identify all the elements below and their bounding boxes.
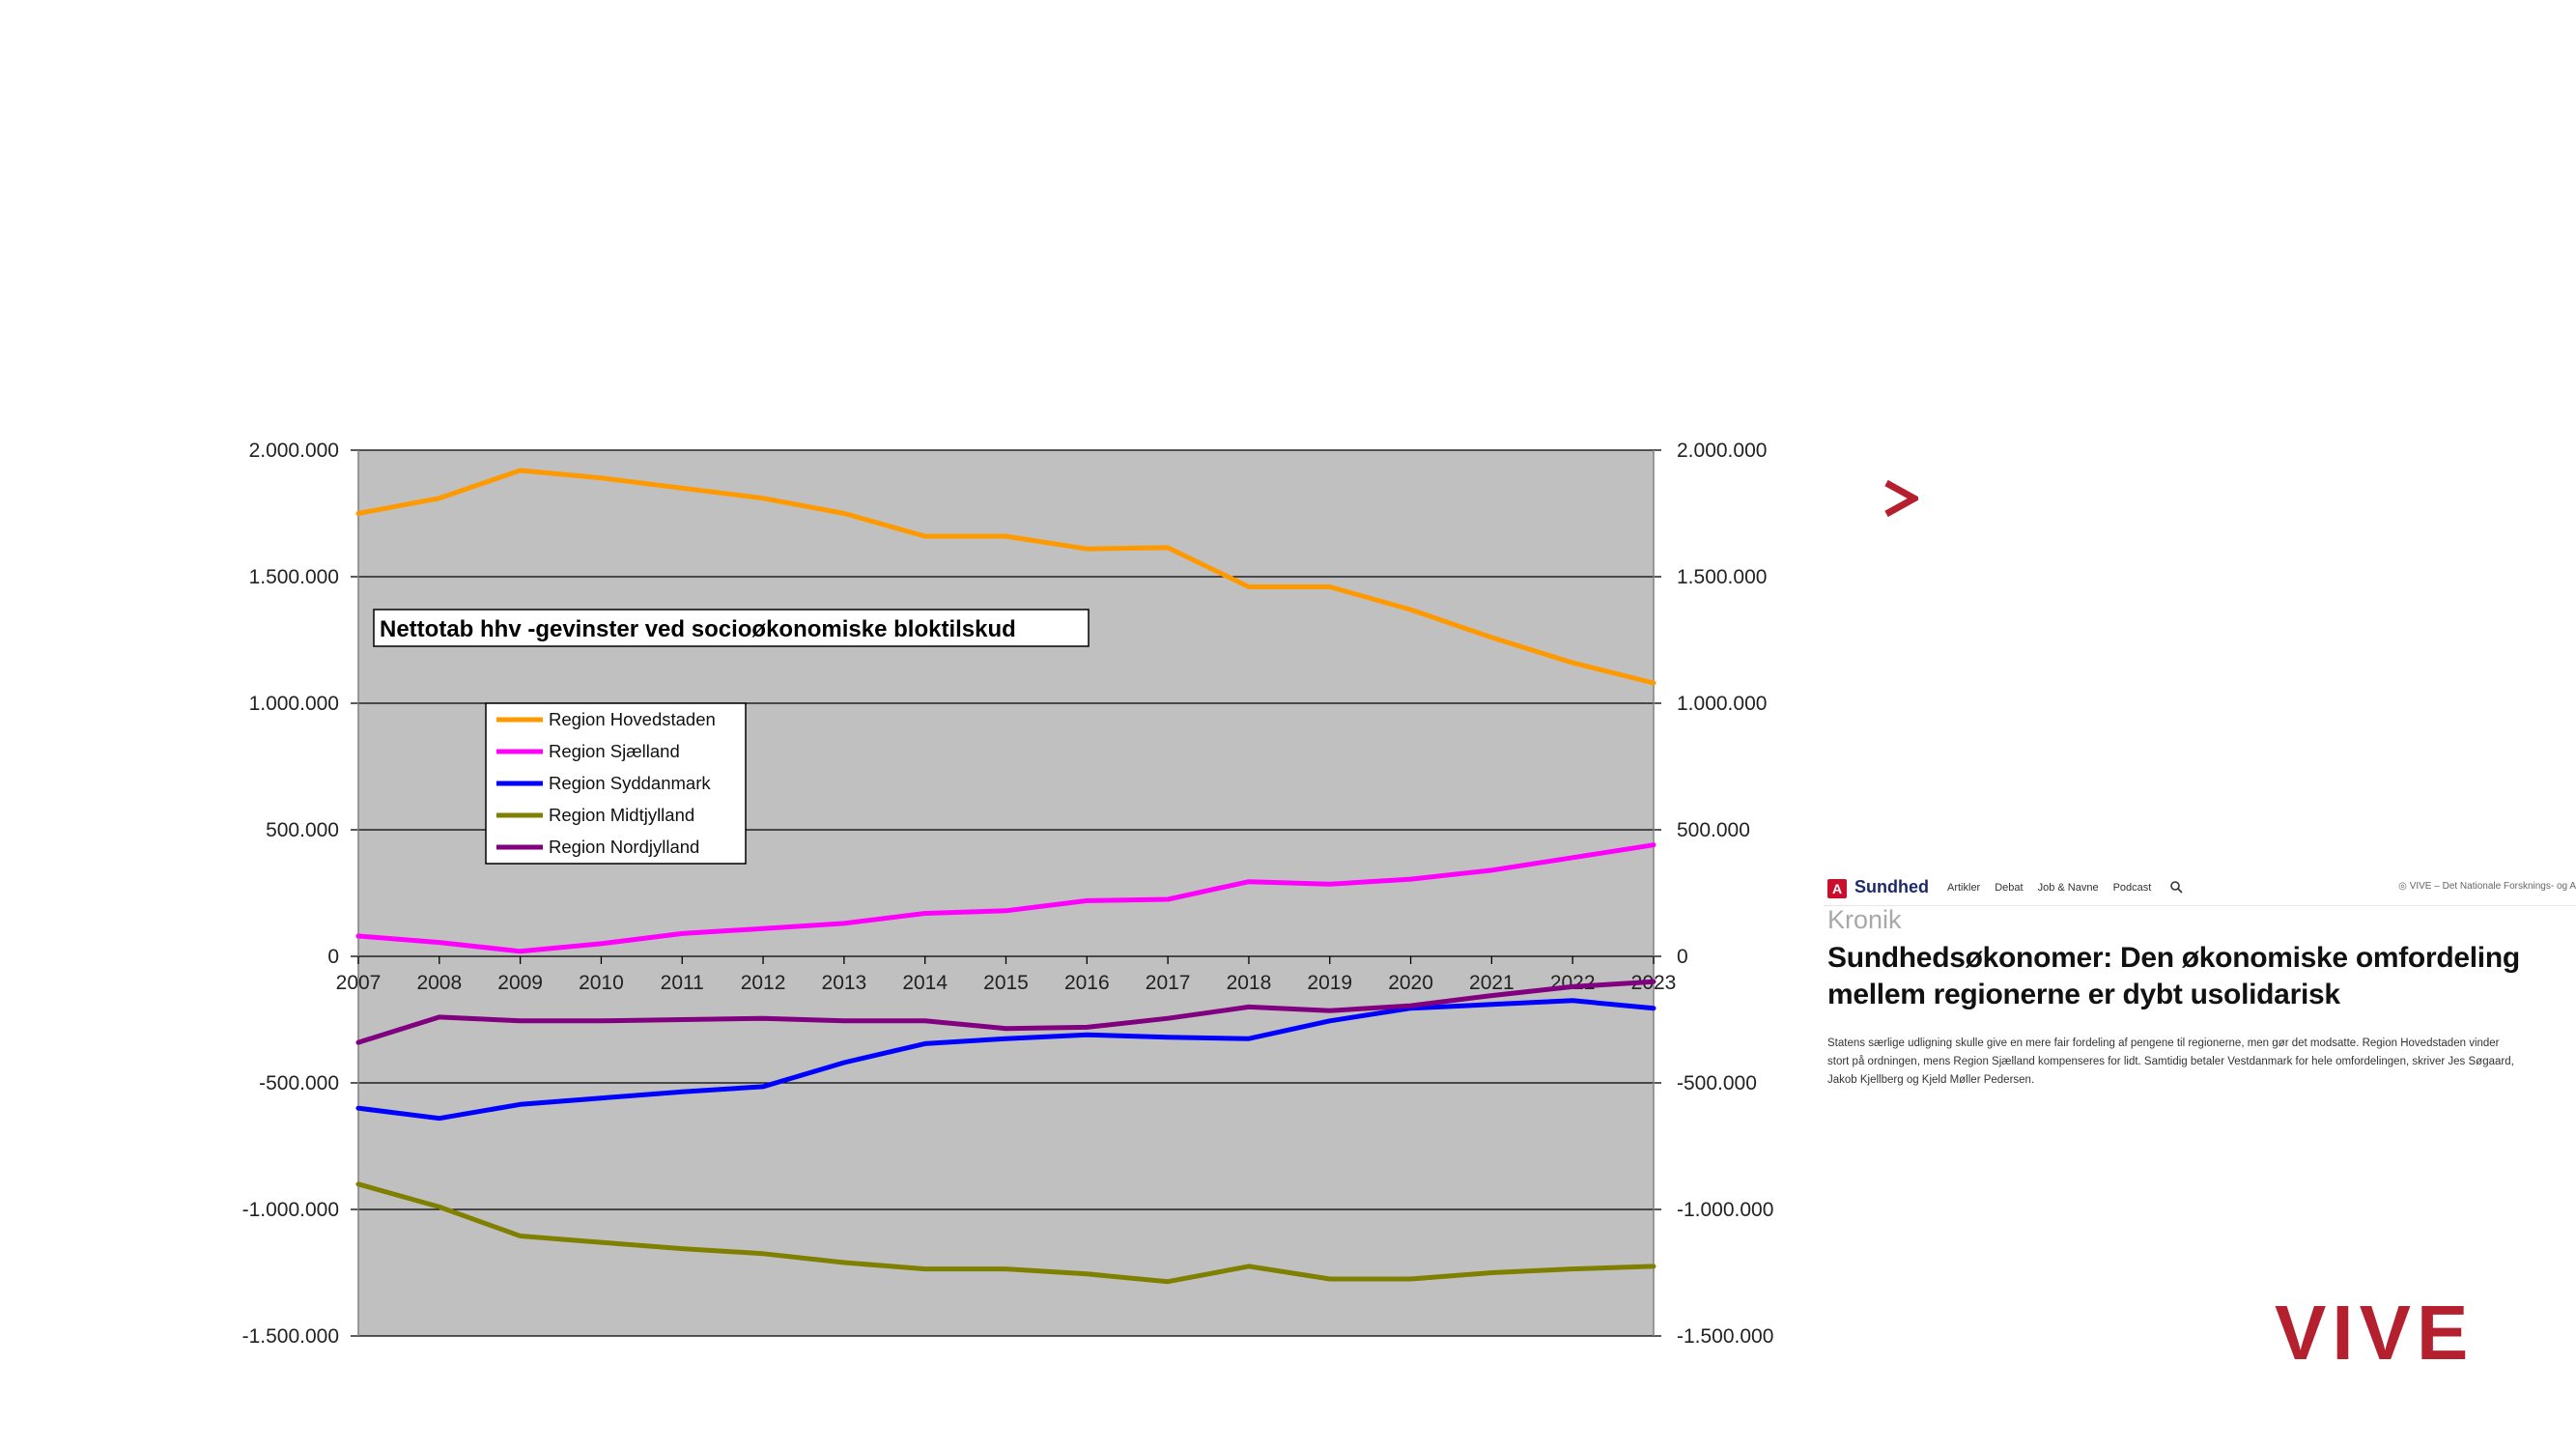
y-tick-label-right: 500.000	[1677, 819, 1750, 841]
plot-area	[357, 449, 1655, 1337]
nav-item-artikler[interactable]: Artikler	[1947, 882, 1981, 894]
x-tick-label: 2015	[983, 972, 1029, 994]
site-link[interactable]: ◎ VIVE – Det Nationale Forsknings- og A	[2398, 881, 2576, 892]
chart-title: Nettotab hhv -gevinster ved socioøkonomi…	[380, 616, 1016, 642]
x-tick-label: 2012	[741, 972, 786, 994]
y-tick-label-left: 2.000.000	[249, 440, 339, 462]
chart-title-box	[373, 609, 1090, 647]
y-tick-label-left: 500.000	[266, 819, 339, 841]
x-tick-label: 2013	[822, 972, 867, 994]
y-tick-label-right: 1.500.000	[1677, 566, 1767, 588]
y-tick-label-right: 1.000.000	[1677, 693, 1767, 715]
y-tick-label-left: 0	[327, 946, 339, 968]
y-tick-label-right: -500.000	[1677, 1072, 1757, 1094]
series-line	[355, 998, 1656, 1122]
x-tick-label: 2011	[661, 972, 704, 994]
legend-label: Region Sjælland	[549, 741, 680, 761]
nav-item-podcast[interactable]: Podcast	[2112, 882, 2152, 894]
series-line	[355, 842, 1656, 954]
y-tick-label-left: 1.000.000	[249, 693, 339, 715]
article-nav-bar: A Sundhed Artikler Debat Job & Navne Pod…	[1824, 872, 2576, 906]
search-icon[interactable]	[2169, 880, 2183, 894]
y-tick-label-left: -1.500.000	[242, 1325, 339, 1348]
nav-item-job-navne[interactable]: Job & Navne	[2037, 882, 2099, 894]
vive-chevron-icon	[1884, 479, 1918, 518]
series-line	[355, 1181, 1656, 1285]
article-lead: Statens særlige udligning skulle give en…	[1827, 1037, 2514, 1086]
x-tick-label: 2009	[497, 972, 543, 994]
site-link-label: VIVE – Det Nationale Forsknings- og A	[2409, 881, 2576, 892]
x-tick-label: 2016	[1064, 972, 1110, 994]
series-line	[355, 979, 1656, 1045]
legend-label: Region Midtjylland	[549, 805, 694, 825]
x-tick-label: 2014	[902, 972, 948, 994]
x-tick-label: 2020	[1388, 972, 1433, 994]
user-icon: ◎	[2398, 881, 2410, 892]
x-tick-label: 2007	[336, 972, 382, 994]
brand-name[interactable]: Sundhed	[1854, 877, 1929, 896]
article-kicker: Kronik	[1827, 905, 1902, 934]
x-tick-label: 2008	[416, 972, 462, 994]
vive-logo: VIVE	[2275, 1290, 2475, 1376]
article-headline[interactable]: Sundhedsøkonomer: Den økonomiske omforde…	[1827, 942, 2520, 1010]
y-tick-label-right: -1.500.000	[1677, 1325, 1773, 1348]
brand-logo-icon: A	[1827, 879, 1847, 898]
article-screenshot: A Sundhed Artikler Debat Job & Navne Pod…	[1824, 872, 2576, 1123]
article-nav: Artikler Debat Job & Navne Podcast	[1947, 882, 2151, 894]
legend-label: Region Hovedstaden	[549, 709, 716, 729]
x-tick-label: 2021	[1469, 972, 1514, 994]
x-tick-label: 2010	[579, 972, 624, 994]
line-chart: 2.000.000 2.000.000 1.500.000 1.500.000 1.00…	[242, 440, 1774, 1348]
x-tick-label: 2019	[1307, 972, 1352, 994]
series-line	[355, 468, 1656, 686]
x-tick-label: 2018	[1227, 972, 1272, 994]
y-tick-label-left: -1.000.000	[242, 1199, 339, 1221]
y-tick-label-right: 0	[1677, 946, 1688, 968]
y-tick-label-right: -1.000.000	[1677, 1199, 1773, 1221]
x-tick-label: 2017	[1146, 972, 1191, 994]
legend-label: Region Syddanmark	[549, 773, 711, 793]
legend-label: Region Nordjylland	[549, 837, 699, 857]
nav-item-debat[interactable]: Debat	[1995, 882, 2024, 894]
y-tick-label-right: 2.000.000	[1677, 440, 1767, 462]
y-tick-label-left: 1.500.000	[249, 566, 339, 588]
y-tick-label-left: -500.000	[259, 1072, 339, 1094]
